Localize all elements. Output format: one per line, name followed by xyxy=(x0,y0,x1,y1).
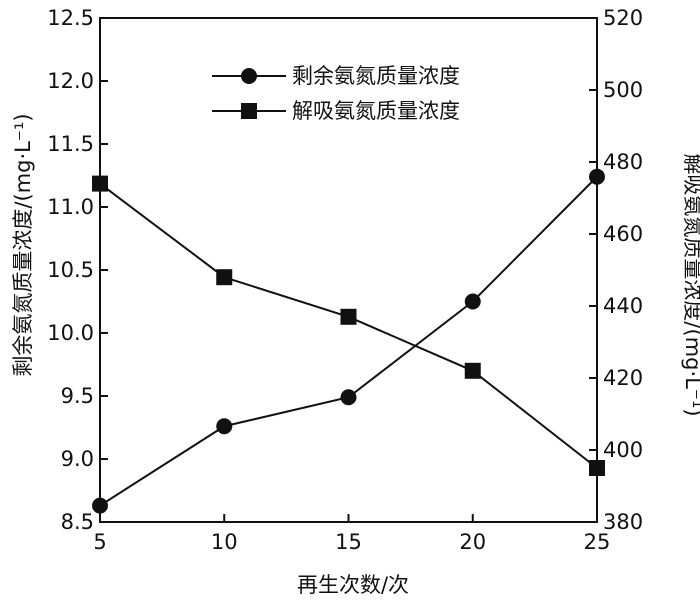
legend-label-desorbed: 解吸氨氮质量浓度 xyxy=(292,99,460,123)
data-point-square xyxy=(464,362,481,379)
data-point-square xyxy=(216,269,233,286)
x-axis: 5 10 15 20 25 xyxy=(93,514,610,554)
y-left-tick-label: 9.0 xyxy=(61,447,94,471)
y-right-tick-label: 520 xyxy=(603,6,643,30)
data-point-circle xyxy=(589,168,605,185)
y-right-tick-label: 480 xyxy=(603,150,643,174)
y-right-tick-label: 380 xyxy=(603,510,643,534)
series-desorbed xyxy=(92,175,605,476)
legend-marker-square xyxy=(241,103,257,119)
y-left-tick-label: 12.0 xyxy=(47,69,94,93)
y-left-tick-label: 10.5 xyxy=(47,258,94,282)
data-point-square xyxy=(340,308,357,325)
x-tick-label: 25 xyxy=(584,530,611,554)
series-line xyxy=(99,182,598,469)
data-point-circle xyxy=(216,418,233,435)
plot-border xyxy=(99,17,598,523)
legend: 剩余氨氮质量浓度 解吸氨氮质量浓度 xyxy=(212,64,460,123)
y-axis-left-title: 剩余氨氮质量浓度/(mg·L⁻¹) xyxy=(11,113,35,376)
data-point-circle xyxy=(464,293,481,310)
y-left-tick-label: 10.0 xyxy=(47,321,94,345)
series-layer xyxy=(92,168,605,514)
y-axis-right: 380 400 420 440 460 480 500 520 xyxy=(589,6,643,534)
y-left-tick-label: 9.5 xyxy=(61,384,94,408)
data-point-square xyxy=(92,175,108,192)
y-left-tick-label: 8.5 xyxy=(61,510,94,534)
x-tick-label: 15 xyxy=(335,530,362,554)
data-point-circle xyxy=(340,389,357,406)
legend-marker-circle xyxy=(241,68,257,84)
y-right-tick-label: 440 xyxy=(603,294,643,318)
y-left-tick-label: 11.0 xyxy=(47,195,94,219)
data-point-circle xyxy=(92,497,108,514)
x-axis-title: 再生次数/次 xyxy=(297,573,409,597)
plot-frame xyxy=(99,17,598,523)
y-axis-left: 8.5 9.0 9.5 10.0 10.5 11.0 11.5 12.0 12.5 xyxy=(47,6,108,534)
y-left-tick-label: 12.5 xyxy=(47,6,94,30)
y-axis-right-title: 解吸氨氮质量浓度/(mg·L⁻¹) xyxy=(681,153,700,416)
legend-label-remaining: 剩余氨氮质量浓度 xyxy=(292,64,460,88)
y-left-tick-label: 11.5 xyxy=(47,132,94,156)
x-tick-label: 10 xyxy=(211,530,238,554)
y-right-tick-label: 420 xyxy=(603,366,643,390)
x-tick-label: 5 xyxy=(93,530,106,554)
y-right-tick-label: 400 xyxy=(603,438,643,462)
x-tick-label: 20 xyxy=(459,530,486,554)
series-line xyxy=(99,176,598,507)
y-right-tick-label: 460 xyxy=(603,222,643,246)
y-right-tick-label: 500 xyxy=(603,78,643,102)
series-remaining xyxy=(92,168,605,514)
data-point-square xyxy=(589,460,605,476)
